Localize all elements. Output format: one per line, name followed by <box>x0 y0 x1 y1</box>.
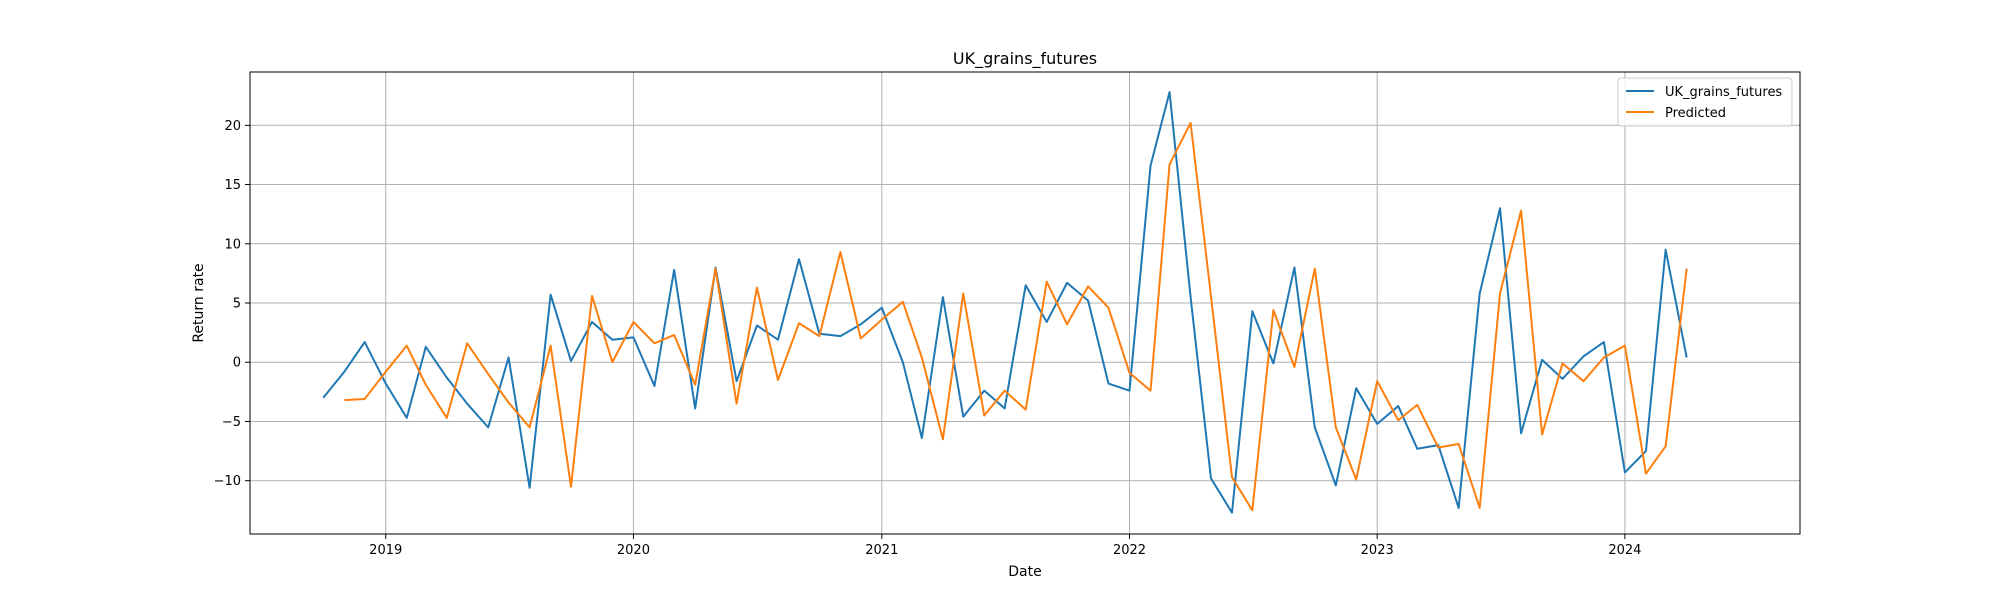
legend: UK_grains_futures Predicted <box>1617 77 1793 127</box>
y-tick-label: 20 <box>224 119 241 134</box>
legend-label-predicted: Predicted <box>1665 106 1726 121</box>
series-lines <box>322 91 1688 514</box>
series-line-uk-grains-futures <box>322 91 1688 514</box>
x-tick-label: 2023 <box>1361 543 1394 558</box>
x-tick-label: 2019 <box>369 543 402 558</box>
axis-ticks: 2019 2020 2021 2022 2023 2024 −10 −5 0 5 10 15 20 <box>214 119 1642 558</box>
x-tick-label: 2021 <box>865 543 898 558</box>
y-tick-label: −5 <box>222 415 241 430</box>
legend-label-uk-grains-futures: UK_grains_futures <box>1665 85 1782 100</box>
legend-box <box>1617 77 1793 127</box>
y-tick-label: 5 <box>233 297 241 312</box>
series-line-predicted <box>344 121 1688 512</box>
chart-title: UK_grains_futures <box>953 49 1097 69</box>
x-axis-label: Date <box>1008 564 1041 580</box>
x-tick-label: 2020 <box>617 543 650 558</box>
y-tick-label: 0 <box>233 356 241 371</box>
x-tick-label: 2024 <box>1608 543 1641 558</box>
x-tick-label: 2022 <box>1113 543 1146 558</box>
y-tick-label: 15 <box>224 178 241 193</box>
y-tick-label: −10 <box>214 474 241 489</box>
y-tick-label: 10 <box>224 237 241 252</box>
y-axis-label: Return rate <box>191 263 207 342</box>
